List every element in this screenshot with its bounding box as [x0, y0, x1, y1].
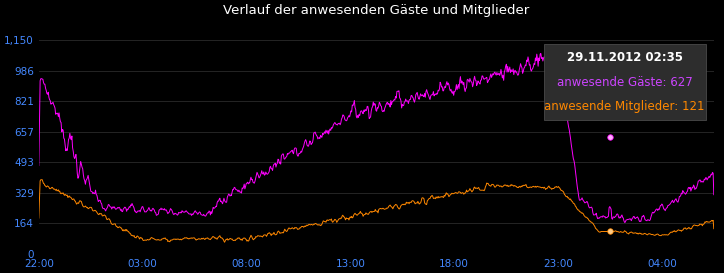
- Text: 29.11.2012 02:35: 29.11.2012 02:35: [566, 51, 683, 64]
- Text: anwesende Gäste: 627: anwesende Gäste: 627: [557, 76, 692, 88]
- Title: Verlauf der anwesenden Gäste und Mitglieder: Verlauf der anwesenden Gäste und Mitglie…: [223, 4, 529, 17]
- FancyBboxPatch shape: [544, 44, 705, 120]
- Text: anwesende Mitglieder: 121: anwesende Mitglieder: 121: [544, 100, 704, 113]
